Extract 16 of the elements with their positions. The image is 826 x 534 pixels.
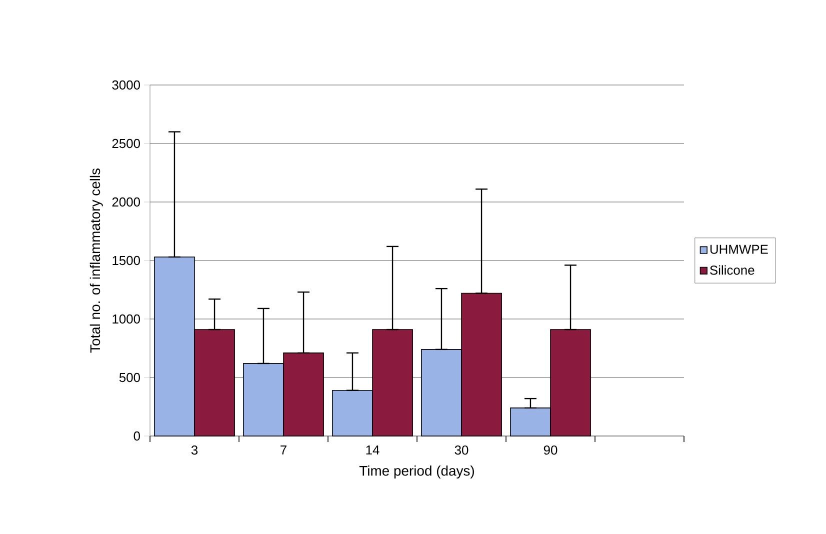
x-axis-title: Time period (days) xyxy=(359,465,474,478)
y-tick-label: 1000 xyxy=(112,314,140,324)
y-tick-label: 2000 xyxy=(112,197,140,207)
y-tick-label: 1500 xyxy=(112,256,140,266)
x-tick-label: 90 xyxy=(544,445,558,455)
x-tick-label: 7 xyxy=(280,446,286,454)
y-tick-label: 500 xyxy=(119,372,140,382)
y-tick-label: 0 xyxy=(134,431,140,441)
x-tick-label: 3 xyxy=(191,445,198,455)
y-axis-title: Total no. of inflammatory cells xyxy=(90,168,103,353)
legend-label: UHMWPE xyxy=(710,244,768,254)
y-tick-label: 2500 xyxy=(112,138,140,148)
y-tick-label: 3000 xyxy=(112,80,140,90)
x-tick-label: 14 xyxy=(366,446,380,454)
x-tick-label: 30 xyxy=(454,445,468,455)
legend-label: Silicone xyxy=(710,265,754,275)
